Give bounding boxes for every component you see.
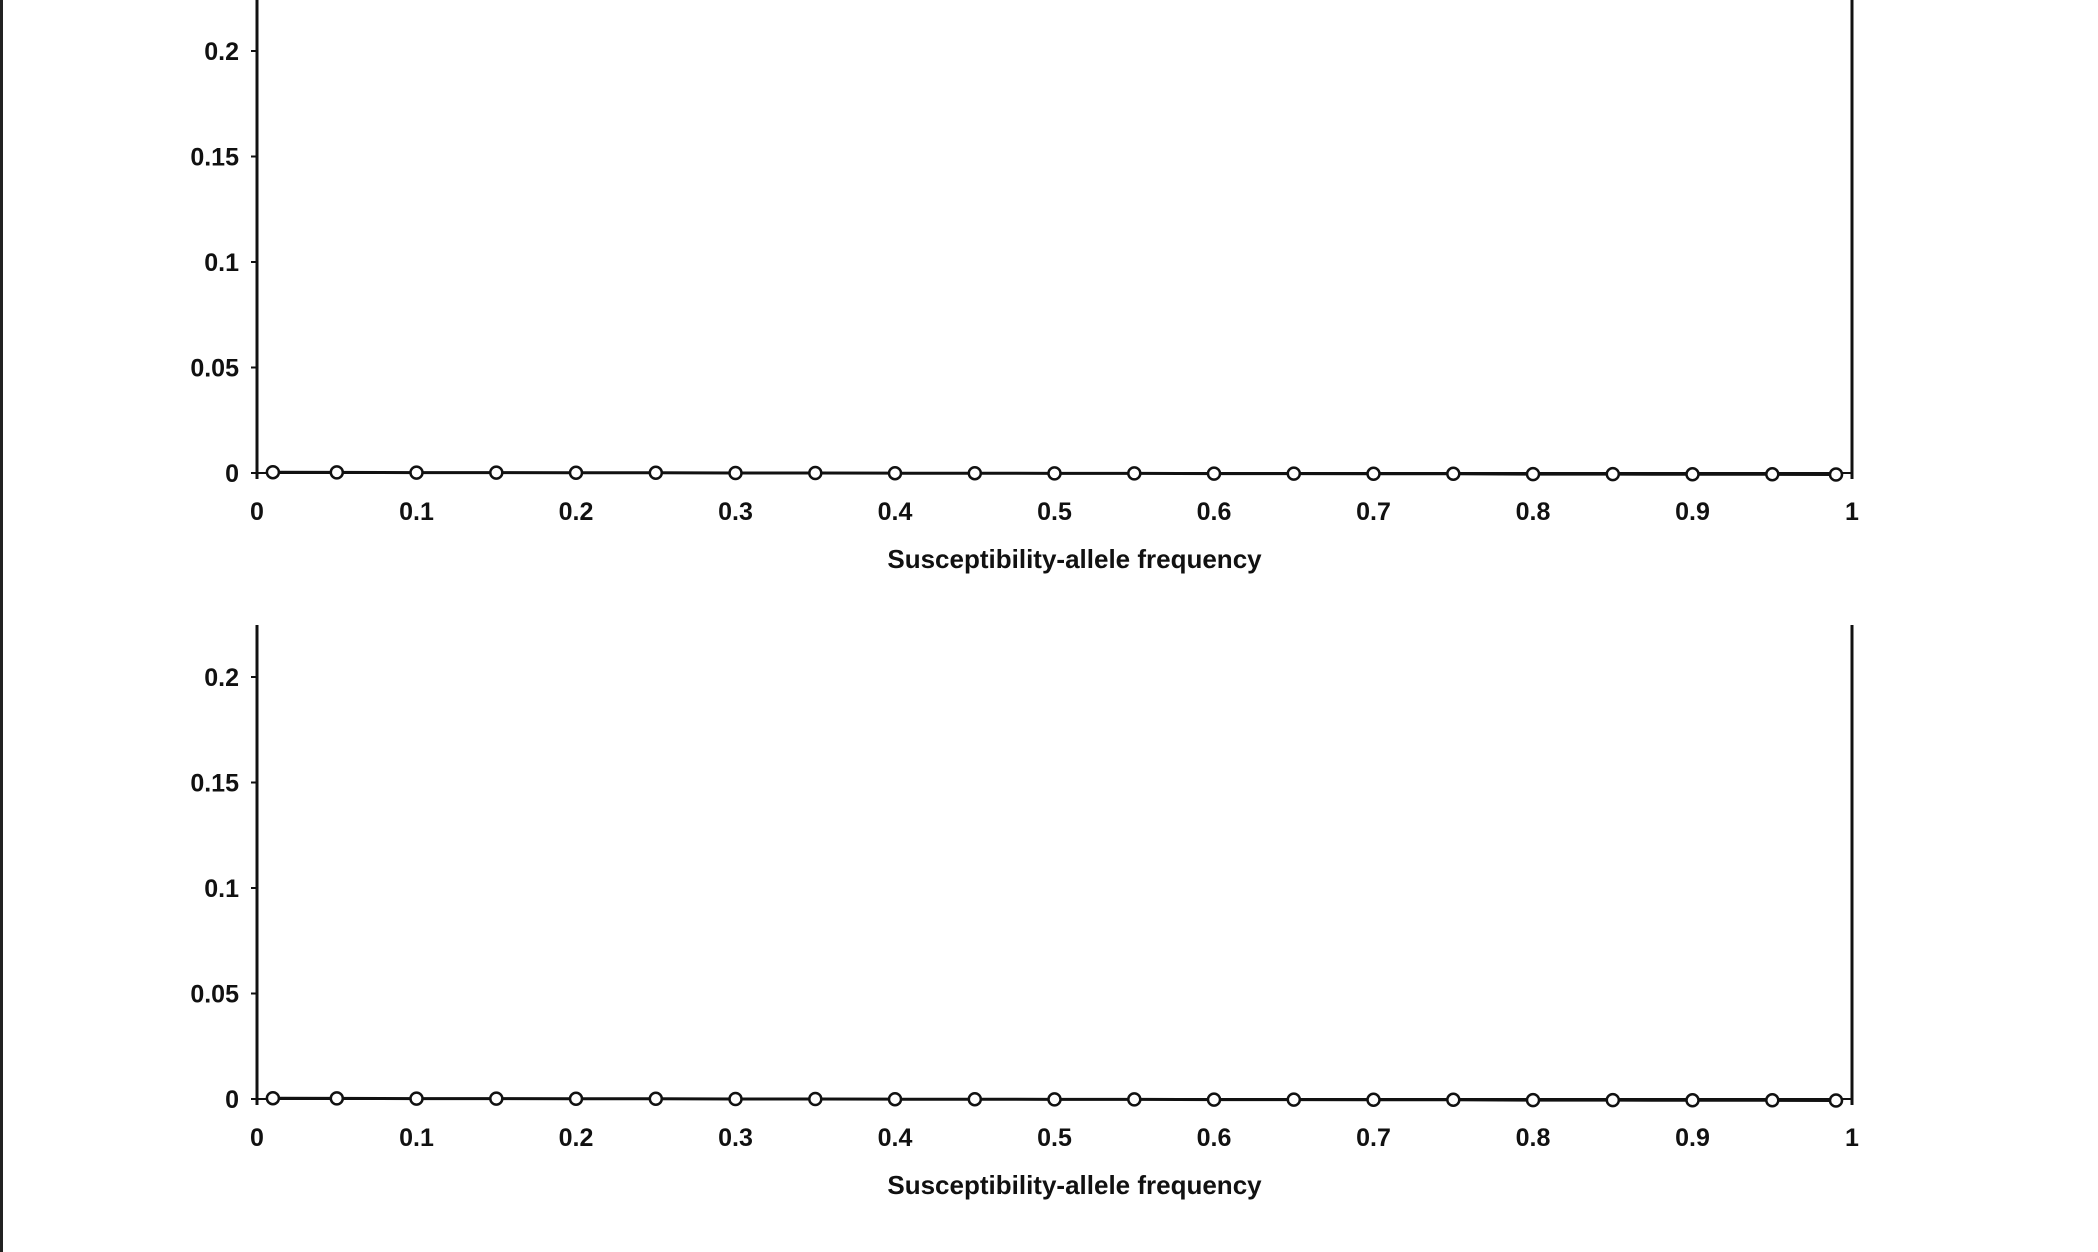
data-point bbox=[1828, 1093, 1844, 1108]
data-point bbox=[648, 1091, 664, 1107]
x-tick-label: 0.1 bbox=[399, 498, 434, 526]
data-point bbox=[1765, 1093, 1780, 1108]
x-tick-label: 1 bbox=[1845, 498, 1859, 526]
x-axis-title: Susceptibility-allele frequency bbox=[887, 1170, 1262, 1200]
data-point bbox=[1366, 466, 1381, 482]
y-tick-label: 0.2 bbox=[204, 38, 239, 66]
data-point bbox=[808, 465, 823, 481]
data-point bbox=[728, 465, 743, 481]
data-point bbox=[648, 465, 664, 481]
x-tick-label: 0.7 bbox=[1356, 498, 1391, 526]
data-point bbox=[1765, 467, 1780, 482]
data-point bbox=[1047, 466, 1062, 481]
data-point bbox=[329, 465, 345, 480]
data-point bbox=[1127, 1092, 1142, 1107]
data-point bbox=[1446, 466, 1461, 482]
x-tick-label: 0.9 bbox=[1675, 498, 1710, 526]
x-tick-label: 0.4 bbox=[878, 498, 913, 526]
y-tick-label: 0.15 bbox=[190, 770, 239, 798]
x-tick-label: 0.5 bbox=[1037, 1124, 1072, 1152]
x-tick-label: 0.1 bbox=[399, 1124, 434, 1152]
page-left-border bbox=[0, 0, 3, 1252]
data-point bbox=[1605, 466, 1621, 482]
data-point bbox=[329, 1091, 345, 1106]
x-tick-label: 0.3 bbox=[718, 1124, 753, 1152]
data-point bbox=[1525, 1092, 1541, 1108]
x-tick-label: 0 bbox=[250, 498, 264, 526]
x-tick-label: 0.6 bbox=[1197, 1124, 1232, 1152]
data-point bbox=[1127, 466, 1142, 481]
data-point bbox=[887, 1091, 903, 1107]
y-tick-label: 0.15 bbox=[190, 144, 239, 172]
data-point bbox=[568, 465, 584, 481]
data-point bbox=[265, 1090, 281, 1106]
data-point bbox=[1047, 1092, 1062, 1107]
y-tick-label: 0.1 bbox=[204, 249, 239, 277]
y-tick-label: 0 bbox=[225, 460, 239, 488]
chart-bottom: 0 0.05 0.1 0.15 0.2 0 0.1 0.2 0.3 0.4 0.5 0.6 0.7 0.8… bbox=[190, 625, 1859, 1200]
data-point bbox=[967, 1091, 983, 1107]
data-point bbox=[1206, 1092, 1222, 1107]
data-point bbox=[568, 1091, 584, 1107]
data-point bbox=[967, 465, 983, 481]
data-point bbox=[887, 465, 903, 481]
x-tick-label: 0.2 bbox=[559, 498, 594, 526]
x-tick-label: 0.4 bbox=[878, 1124, 913, 1152]
x-tick-label: 0.7 bbox=[1356, 1124, 1391, 1152]
data-point bbox=[1685, 467, 1700, 482]
x-tick-label: 0.2 bbox=[559, 1124, 594, 1152]
data-point bbox=[1828, 467, 1844, 482]
data-point bbox=[808, 1091, 823, 1107]
x-tick-label: 0.6 bbox=[1197, 498, 1232, 526]
data-point bbox=[1685, 1093, 1700, 1108]
data-point bbox=[728, 1091, 743, 1107]
y-tick-label: 0 bbox=[225, 1086, 239, 1114]
data-point bbox=[265, 464, 281, 480]
data-point bbox=[489, 465, 504, 480]
x-tick-label: 0.3 bbox=[718, 498, 753, 526]
x-tick-label: 0.8 bbox=[1516, 1124, 1551, 1152]
y-tick-label: 0.1 bbox=[204, 875, 239, 903]
data-point bbox=[1525, 466, 1541, 482]
data-point bbox=[489, 1091, 504, 1106]
chart-top: 0 0.05 0.1 0.15 0.2 0 0.1 0.2 0.3 0.4 0.5 0.6 0.7 0.8… bbox=[190, 0, 1859, 574]
y-tick-label: 0.05 bbox=[190, 981, 239, 1009]
y-tick-label: 0.2 bbox=[204, 664, 239, 692]
data-point bbox=[409, 1091, 424, 1106]
x-tick-label: 0 bbox=[250, 1124, 264, 1152]
data-point bbox=[1605, 1092, 1621, 1108]
data-point bbox=[1366, 1092, 1381, 1108]
x-axis-title: Susceptibility-allele frequency bbox=[887, 544, 1262, 574]
data-point bbox=[1446, 1092, 1461, 1108]
x-tick-label: 0.9 bbox=[1675, 1124, 1710, 1152]
y-tick-label: 0.05 bbox=[190, 355, 239, 383]
data-point bbox=[1286, 1092, 1302, 1107]
data-point bbox=[409, 465, 424, 480]
x-tick-label: 0.8 bbox=[1516, 498, 1551, 526]
data-point bbox=[1206, 466, 1222, 481]
x-tick-label: 0.5 bbox=[1037, 498, 1072, 526]
x-tick-label: 1 bbox=[1845, 1124, 1859, 1152]
data-point bbox=[1286, 466, 1302, 481]
